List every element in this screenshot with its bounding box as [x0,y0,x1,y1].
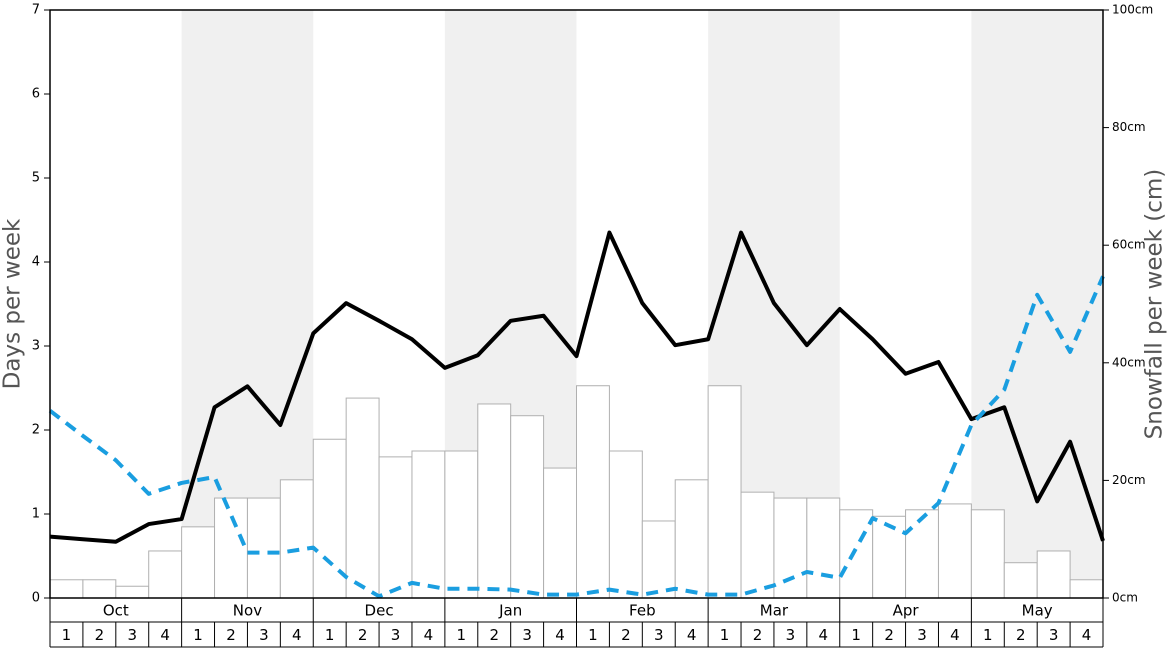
y-tick-label: 1 [32,507,40,522]
week-label: 1 [983,626,993,644]
month-label: Oct [103,602,129,620]
bar [82,579,117,599]
week-label: 1 [851,626,861,644]
week-label: 1 [325,626,335,644]
week-label: 3 [654,626,664,644]
week-label: 4 [1082,626,1092,644]
bar [806,497,841,599]
bar [839,509,874,599]
y-axis-label: Days per week [0,218,26,389]
week-label: 4 [160,626,170,644]
month-label: Nov [233,602,262,620]
bar [674,479,709,599]
bar [1003,562,1038,599]
bar [608,450,643,599]
bar [444,450,479,599]
month-label: Dec [365,602,394,620]
week-label: 2 [884,626,894,644]
week-label: 1 [588,626,598,644]
line-series [49,230,1105,544]
bar [641,520,676,599]
y-tick-label: 7 [32,3,40,18]
bar [477,403,512,599]
bar [773,497,808,599]
week-label: 2 [226,626,236,644]
bar [378,456,413,599]
week-label: 4 [555,626,565,644]
bar [115,585,150,599]
week-label: 3 [917,626,927,644]
bar [576,385,610,599]
bar [510,415,545,599]
line-series [48,275,1105,599]
bar [740,491,775,599]
week-label: 3 [127,626,137,644]
y2-axis-label: Snowfall per week (cm) [1142,169,1168,440]
week-label: 3 [522,626,532,644]
week-label: 2 [358,626,368,644]
bar [49,579,84,599]
bar [970,509,1005,599]
bar [148,550,183,599]
y-tick-label: 4 [32,255,40,270]
week-label: 4 [687,626,697,644]
y-tick-label: 3 [32,339,40,354]
week-label: 2 [1016,626,1026,644]
bar [246,497,281,599]
y2-tick-label: 100cm [1112,3,1153,17]
month-label: Mar [760,602,789,620]
bar [543,467,577,599]
bar [905,509,939,599]
y2-tick-label: 60cm [1112,238,1146,252]
week-label: 3 [391,626,401,644]
week-label: 1 [457,626,467,644]
week-label: 2 [753,626,763,644]
y2-tick-label: 0cm [1112,591,1138,605]
month-label: Feb [629,602,656,620]
week-label: 4 [292,626,302,644]
month-label: Jan [498,602,522,620]
bar [1036,550,1071,599]
bar [707,385,742,599]
week-label: 3 [259,626,269,644]
bar [872,515,907,599]
week-label: 4 [424,626,434,644]
bar [345,397,380,599]
bar [214,497,248,599]
week-label: 3 [1049,626,1059,644]
bar [279,479,314,599]
y-tick-label: 6 [32,87,40,102]
week-label: 1 [720,626,730,644]
week-label: 4 [819,626,829,644]
week-label: 2 [95,626,105,644]
y2-tick-label: 40cm [1112,355,1146,369]
y2-tick-label: 80cm [1112,120,1146,134]
week-label: 2 [621,626,631,644]
y2-tick-label: 20cm [1112,473,1146,487]
y-tick-label: 5 [32,171,40,186]
bar [1069,579,1104,599]
week-label: 3 [786,626,796,644]
y-tick-label: 2 [32,423,40,438]
month-label: Apr [893,602,920,620]
week-label: 4 [950,626,960,644]
y-tick-label: 0 [32,591,40,606]
month-label: May [1022,602,1053,620]
week-label: 1 [62,626,72,644]
week-label: 1 [193,626,203,644]
bar [181,526,216,599]
bar [937,503,972,599]
week-label: 2 [489,626,499,644]
bar [411,450,446,599]
